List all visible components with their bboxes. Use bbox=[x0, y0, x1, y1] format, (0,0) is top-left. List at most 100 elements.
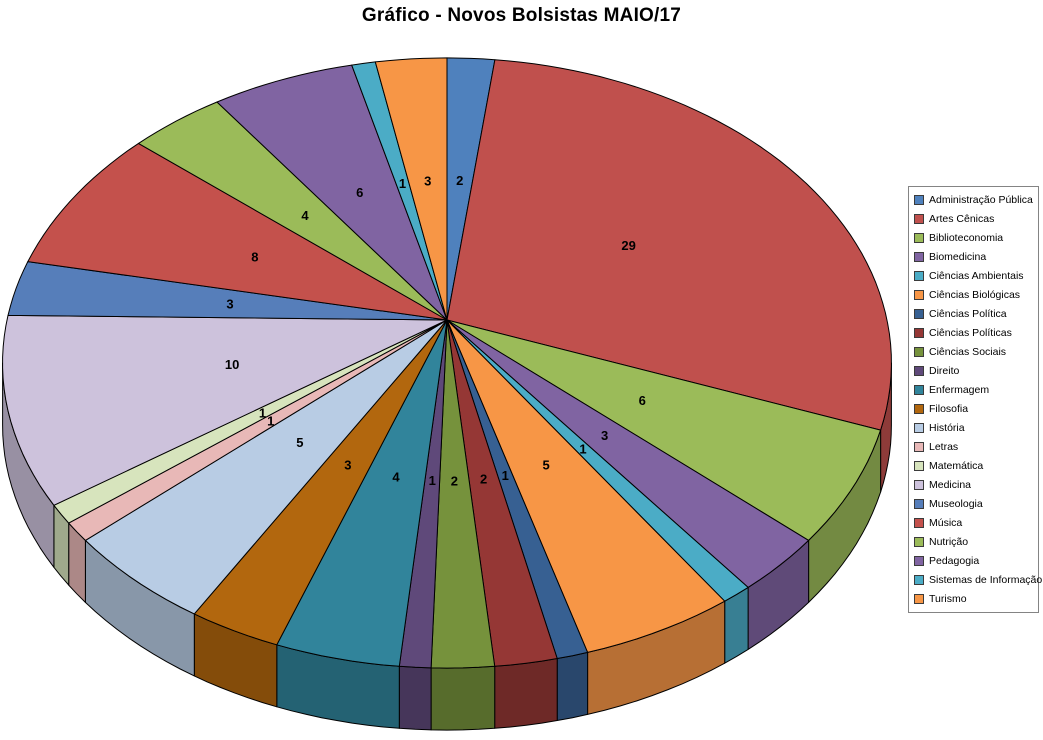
pie-slice-16[interactable] bbox=[7, 261, 448, 321]
slice-value-label-8: 2 bbox=[451, 473, 458, 488]
legend-label: Nutrição bbox=[929, 535, 969, 548]
legend-swatch-icon bbox=[914, 498, 924, 509]
legend-item-17[interactable]: Música bbox=[909, 513, 1038, 532]
slice-value-label-13: 1 bbox=[267, 413, 274, 428]
legend-swatch-icon bbox=[914, 327, 924, 338]
legend-item-19[interactable]: Pedagogia bbox=[909, 551, 1038, 570]
legend-item-13[interactable]: Letras bbox=[909, 437, 1038, 456]
legend-swatch-icon bbox=[914, 251, 924, 262]
legend-label: Ciências Biológicas bbox=[929, 288, 1021, 301]
legend-item-12[interactable]: História bbox=[909, 418, 1038, 437]
legend-swatch-icon bbox=[914, 422, 924, 433]
pie-slice-3[interactable] bbox=[446, 319, 810, 588]
legend-item-11[interactable]: Filosofia bbox=[909, 399, 1038, 418]
pie-slice-21[interactable] bbox=[374, 57, 448, 321]
legend-label: Pedagogia bbox=[929, 554, 980, 567]
legend-swatch-icon bbox=[914, 517, 924, 528]
legend-label: Administração Pública bbox=[929, 193, 1033, 206]
legend-swatch-icon bbox=[914, 270, 924, 281]
legend-swatch-icon bbox=[914, 289, 924, 300]
legend-item-2[interactable]: Biblioteconomia bbox=[909, 228, 1038, 247]
legend-swatch-icon bbox=[914, 194, 924, 205]
pie-slice-1[interactable] bbox=[446, 59, 892, 431]
slice-value-label-10: 4 bbox=[392, 469, 400, 484]
legend-label: Turismo bbox=[929, 592, 967, 605]
slice-value-label-9: 1 bbox=[429, 473, 436, 488]
slice-value-label-3: 3 bbox=[601, 428, 608, 443]
legend: Administração Pública Artes Cênicas Biblio… bbox=[908, 186, 1042, 613]
legend-item-1[interactable]: Artes Cênicas bbox=[909, 209, 1038, 228]
pie-slice-5[interactable] bbox=[446, 319, 726, 653]
legend-item-6[interactable]: Ciências Política bbox=[909, 304, 1038, 323]
legend-swatch-icon bbox=[914, 536, 924, 547]
legend-item-0[interactable]: Administração Pública bbox=[909, 190, 1038, 209]
legend-item-10[interactable]: Enfermagem bbox=[909, 380, 1038, 399]
legend-swatch-icon bbox=[914, 213, 924, 224]
pie-slice-rim-7[interactable] bbox=[494, 658, 558, 729]
pie-slice-11[interactable] bbox=[193, 319, 448, 646]
legend-swatch-icon bbox=[914, 384, 924, 395]
legend-label: Biomedicina bbox=[929, 250, 987, 263]
legend-item-21[interactable]: Turismo bbox=[909, 589, 1038, 608]
legend-label: Letras bbox=[929, 440, 959, 453]
slice-value-label-17: 8 bbox=[251, 249, 258, 264]
slice-value-label-18: 4 bbox=[301, 208, 309, 223]
legend-label: Museologia bbox=[929, 497, 983, 510]
legend-label: Enfermagem bbox=[929, 383, 990, 396]
legend-label: Ciências Ambientais bbox=[929, 269, 1024, 282]
pie-slice-18[interactable] bbox=[138, 101, 448, 321]
legend-label: Ciências Política bbox=[929, 307, 1007, 320]
slice-value-label-21: 3 bbox=[424, 173, 431, 188]
legend-label: Ciências Sociais bbox=[929, 345, 1007, 358]
legend-item-3[interactable]: Biomedicina bbox=[909, 247, 1038, 266]
legend-item-14[interactable]: Matemática bbox=[909, 456, 1038, 475]
legend-label: Filosofia bbox=[929, 402, 969, 415]
pie-slice-2[interactable] bbox=[446, 319, 882, 541]
legend-item-16[interactable]: Museologia bbox=[909, 494, 1038, 513]
legend-item-4[interactable]: Ciências Ambientais bbox=[909, 266, 1038, 285]
legend-swatch-icon bbox=[914, 403, 924, 414]
legend-label: Matemática bbox=[929, 459, 984, 472]
pie-slice-10[interactable] bbox=[276, 319, 448, 667]
slice-value-label-7: 2 bbox=[480, 471, 487, 486]
legend-swatch-icon bbox=[914, 574, 924, 585]
slice-value-label-15: 10 bbox=[225, 357, 239, 372]
slice-value-label-1: 29 bbox=[621, 238, 635, 253]
pie-slice-15[interactable] bbox=[2, 314, 448, 506]
legend-item-15[interactable]: Medicina bbox=[909, 475, 1038, 494]
legend-label: História bbox=[929, 421, 965, 434]
legend-item-9[interactable]: Direito bbox=[909, 361, 1038, 380]
slice-value-label-16: 3 bbox=[226, 296, 233, 311]
legend-swatch-icon bbox=[914, 365, 924, 376]
legend-label: Sistemas de Informação bbox=[929, 573, 1043, 586]
legend-swatch-icon bbox=[914, 441, 924, 452]
legend-label: Biblioteconomia bbox=[929, 231, 1004, 244]
slice-value-label-20: 1 bbox=[399, 176, 406, 191]
slice-value-label-12: 5 bbox=[296, 435, 303, 450]
pie-slice-12[interactable] bbox=[84, 319, 448, 615]
legend-item-18[interactable]: Nutrição bbox=[909, 532, 1038, 551]
legend-swatch-icon bbox=[914, 460, 924, 471]
legend-item-8[interactable]: Ciências Sociais bbox=[909, 342, 1038, 361]
legend-label: Artes Cênicas bbox=[929, 212, 995, 225]
pie-slice-17[interactable] bbox=[27, 142, 448, 321]
pie-slice-rim-9[interactable] bbox=[398, 665, 432, 731]
legend-item-7[interactable]: Ciências Políticas bbox=[909, 323, 1038, 342]
legend-swatch-icon bbox=[914, 346, 924, 357]
legend-label: Direito bbox=[929, 364, 960, 377]
chart-title: Gráfico - Novos Bolsistas MAIO/17 bbox=[361, 5, 682, 26]
legend-label: Ciências Políticas bbox=[929, 326, 1012, 339]
slice-value-label-4: 1 bbox=[579, 441, 586, 456]
legend-label: Música bbox=[929, 516, 963, 529]
legend-swatch-icon bbox=[914, 593, 924, 604]
legend-items: Administração Pública Artes Cênicas Biblio… bbox=[909, 190, 1042, 608]
slice-value-label-0: 2 bbox=[456, 173, 463, 188]
pie-slice-rim-8[interactable] bbox=[430, 665, 496, 731]
legend-swatch-icon bbox=[914, 308, 924, 319]
legend-item-5[interactable]: Ciências Biológicas bbox=[909, 285, 1038, 304]
pie-slice-19[interactable] bbox=[216, 64, 448, 321]
legend-swatch-icon bbox=[914, 555, 924, 566]
pie-slice-rim-6[interactable] bbox=[556, 651, 589, 721]
legend-item-20[interactable]: Sistemas de Informação bbox=[909, 570, 1042, 589]
